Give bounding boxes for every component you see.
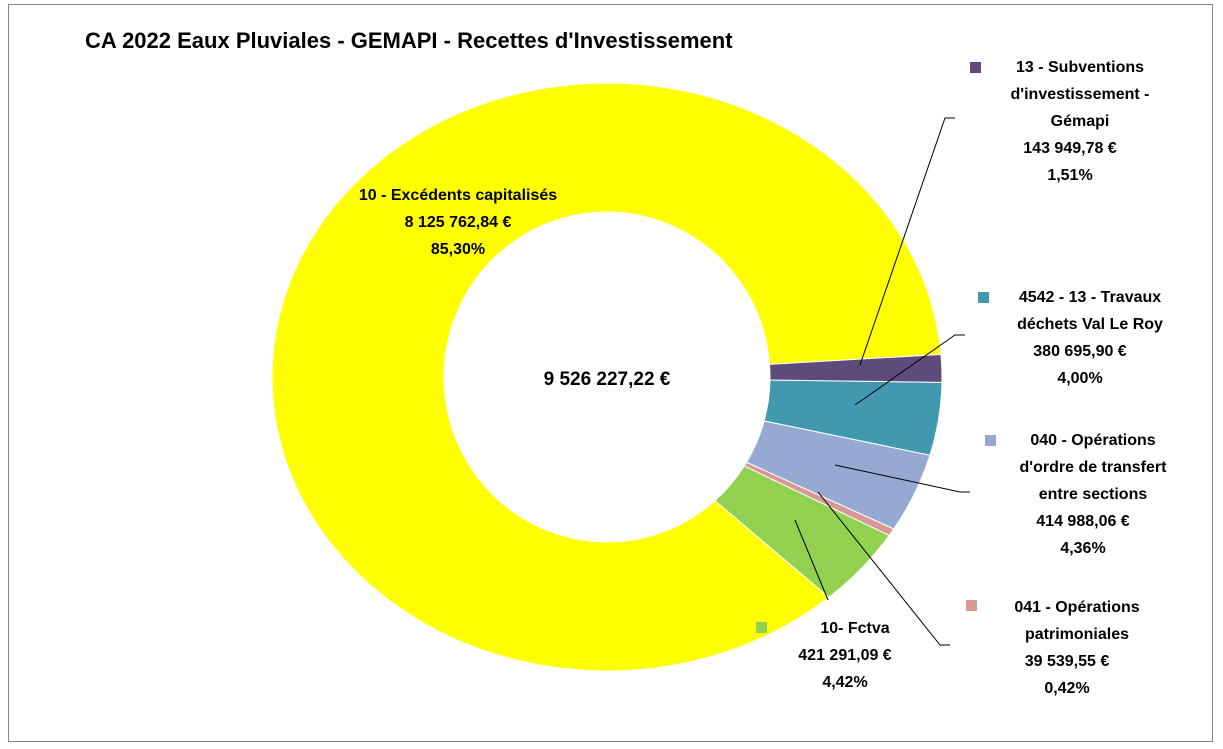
donut-slice <box>768 353 943 383</box>
value-label: 143 949,78 € <box>1023 140 1117 157</box>
data-label: 10 - Excédents capitalisés 8 125 762,84 €… <box>358 182 558 263</box>
percent-label: 85,30% <box>430 241 486 258</box>
legend-key <box>985 435 996 446</box>
legend-key <box>756 622 767 633</box>
category-label: 13 - Subventions d'investissement - Géma… <box>1010 59 1150 130</box>
leader-line <box>859 117 955 366</box>
legend-key <box>978 292 989 303</box>
data-label: 4542 - 13 - Travaux déchets Val Le Roy 38… <box>985 284 1175 392</box>
leader-line <box>854 334 965 406</box>
donut-slice <box>714 465 890 598</box>
category-label: 041 - Opérations patrimoniales <box>1014 599 1140 643</box>
donut-slice <box>745 420 931 530</box>
donut-slice <box>271 82 942 672</box>
data-label: 041 - Opérations patrimoniales 39 539,55 … <box>967 594 1167 702</box>
leader-line <box>794 519 829 601</box>
legend-key <box>966 600 977 611</box>
legend-key <box>970 62 981 73</box>
value-label: 414 988,06 € <box>1036 513 1130 530</box>
leader-lines <box>794 117 970 646</box>
leader-line <box>817 491 950 646</box>
category-label: 10 - Excédents capitalisés <box>358 187 558 204</box>
percent-label: 4,36% <box>1060 540 1106 557</box>
percent-label: 1,51% <box>1047 167 1093 184</box>
data-label: 10- Fctva 421 291,09 € 4,42% <box>755 615 935 696</box>
data-label: 13 - Subventions d'investissement - Géma… <box>975 54 1165 189</box>
category-label: 040 - Opérations d'ordre de transfert en… <box>1019 432 1167 503</box>
leader-line <box>834 464 970 493</box>
donut-slice <box>763 379 943 456</box>
percent-label: 4,00% <box>1057 370 1103 387</box>
value-label: 39 539,55 € <box>1024 653 1110 670</box>
percent-label: 4,42% <box>822 674 868 691</box>
data-label: 040 - Opérations d'ordre de transfert en… <box>983 427 1183 562</box>
total-label: 9 526 227,22 € <box>543 369 671 390</box>
value-label: 421 291,09 € <box>798 647 892 664</box>
percent-label: 0,42% <box>1044 680 1090 697</box>
category-label: 10- Fctva <box>820 620 890 637</box>
value-label: 380 695,90 € <box>1033 343 1127 360</box>
category-label: 4542 - 13 - Travaux déchets Val Le Roy <box>1017 289 1163 333</box>
chart-frame <box>8 4 1213 742</box>
value-label: 8 125 762,84 € <box>404 214 512 231</box>
chart-title: CA 2022 Eaux Pluviales - GEMAPI - Recett… <box>85 28 733 53</box>
